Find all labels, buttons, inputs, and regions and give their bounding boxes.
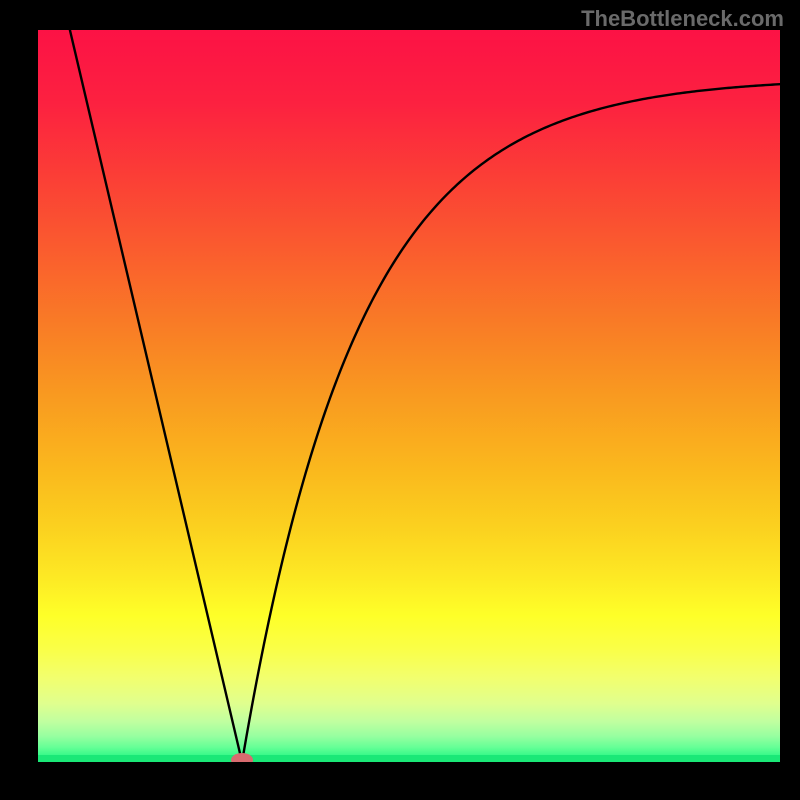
plot-area bbox=[38, 30, 780, 762]
plot-svg bbox=[38, 30, 780, 762]
gradient-background bbox=[38, 30, 780, 762]
watermark-text: TheBottleneck.com bbox=[581, 6, 784, 32]
bottom-green-band bbox=[38, 755, 780, 762]
chart-frame: TheBottleneck.com bbox=[0, 0, 800, 800]
